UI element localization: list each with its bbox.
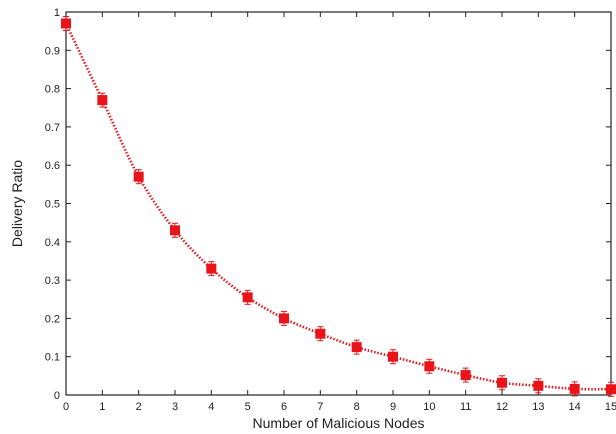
plot-frame — [65, 11, 612, 396]
data-point-marker — [61, 18, 71, 29]
x-tick-label: 5 — [245, 401, 251, 413]
y-tick-label: 0.8 — [45, 84, 60, 96]
x-tick-label: 10 — [423, 401, 435, 413]
data-point-marker — [206, 263, 217, 274]
y-tick-label: 1 — [54, 7, 60, 19]
x-tick-label: 4 — [208, 401, 214, 413]
y-tick-label: 0.7 — [45, 122, 60, 134]
y-tick-label: 0.5 — [45, 199, 60, 211]
x-tick-label: 13 — [532, 401, 544, 413]
series-line — [64, 22, 612, 391]
data-point-marker — [242, 292, 253, 303]
data-point-marker — [388, 351, 398, 362]
data-point-marker — [533, 380, 544, 391]
axis-frame — [65, 11, 612, 396]
x-tick-label: 15 — [605, 401, 616, 413]
y-tick-label: 0.1 — [45, 352, 60, 364]
data-point-marker — [279, 313, 289, 324]
x-axis-title: Number of Malicious Nodes — [253, 415, 425, 431]
data-point-marker — [497, 377, 507, 388]
x-tick-label: 2 — [136, 401, 142, 413]
y-tick-label: 0.3 — [45, 275, 60, 287]
x-tick-label: 11 — [460, 401, 471, 413]
y-axis-title: Delivery Ratio — [9, 160, 25, 247]
y-tick-label: 0.9 — [45, 45, 60, 57]
x-tick-label: 14 — [569, 401, 581, 413]
x-tick-label: 3 — [172, 401, 178, 413]
x-tick-label: 9 — [390, 401, 396, 413]
data-point-marker — [315, 328, 326, 339]
x-tick-label: 12 — [496, 401, 508, 413]
y-tick-label: 0.6 — [45, 160, 60, 172]
data-point-marker — [606, 384, 616, 395]
y-tick-label: 0 — [54, 390, 60, 402]
x-axis-ticks: 0 1 2 3 4 5 6 7 8 9 10 11 12 13 14 15 — [63, 12, 616, 413]
data-point-marker — [424, 361, 435, 372]
x-tick-label: 1 — [99, 401, 105, 413]
x-tick-label: 0 — [63, 401, 69, 413]
data-point-marker — [133, 171, 144, 182]
y-tick-label: 0.4 — [45, 237, 60, 249]
x-tick-label: 6 — [281, 401, 287, 413]
data-point-marker — [351, 342, 362, 353]
y-tick-label: 0.2 — [45, 313, 60, 325]
y-axis-ticks: 0 0.1 0.2 0.3 0.4 0.5 0.6 0.7 0.8 0.9 1 — [45, 7, 611, 402]
x-tick-label: 7 — [317, 401, 323, 413]
data-point-marker — [460, 370, 471, 381]
x-tick-label: 8 — [354, 401, 360, 413]
series-group — [61, 15, 616, 397]
data-point-marker — [97, 95, 108, 106]
data-point-marker — [170, 225, 180, 236]
data-point-marker — [569, 383, 580, 394]
